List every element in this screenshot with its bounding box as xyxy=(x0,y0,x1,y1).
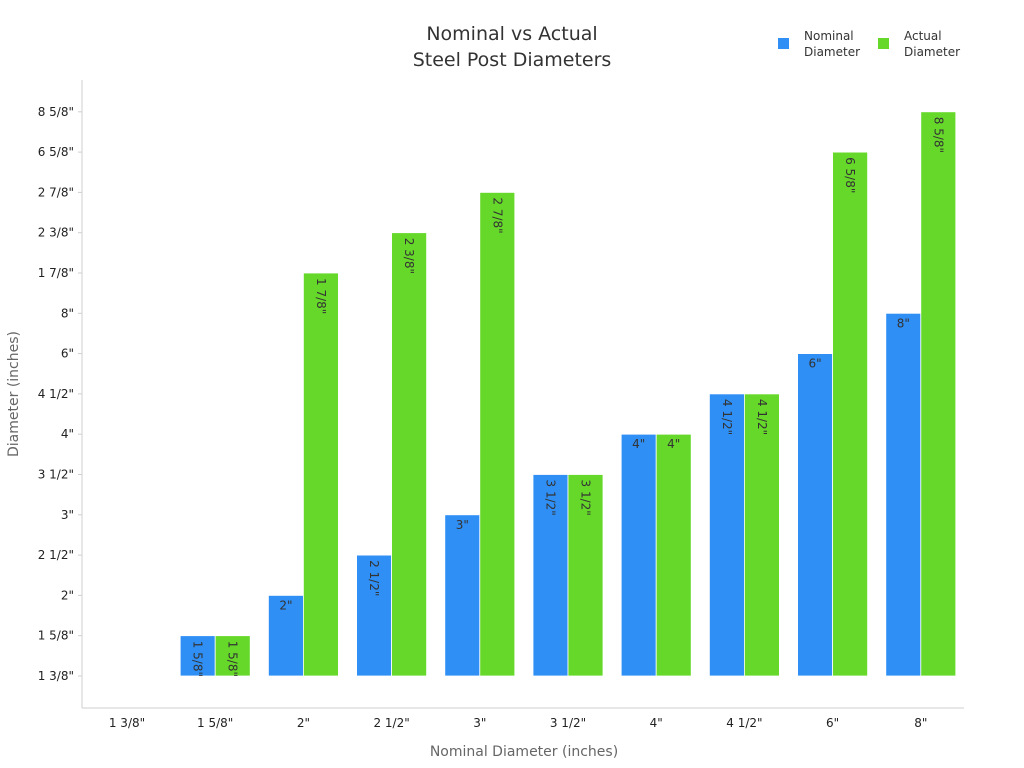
chart-title-line-1: Nominal vs Actual xyxy=(426,23,597,45)
bar-value-label: 2 3/8" xyxy=(402,238,416,274)
bar-value-label: 4" xyxy=(667,437,680,451)
bar-value-label: 1 5/8" xyxy=(191,641,205,677)
x-axis-ticks: 1 3/8" 1 5/8" 2" 2 1/2" 3" 3 1/2" 4" 4 1/2" 6" 8" xyxy=(109,716,928,730)
y-tick-label: 2 1/2" xyxy=(38,548,74,562)
bar-value-label: 3 1/2" xyxy=(579,480,593,516)
actual-bar xyxy=(391,232,428,677)
y-tick-label: 1 7/8" xyxy=(38,266,74,280)
y-tick-label: 2 7/8" xyxy=(38,185,74,199)
bar-value-label: 8 5/8" xyxy=(931,117,945,153)
y-tick-label: 8" xyxy=(61,306,74,320)
x-tick-label: 4 1/2" xyxy=(726,716,762,730)
actual-bar xyxy=(567,474,604,677)
x-tick-label: 1 3/8" xyxy=(109,716,145,730)
x-tick-label: 8" xyxy=(914,716,927,730)
bar-value-label: 6 5/8" xyxy=(843,157,857,193)
legend-swatch-nominal xyxy=(778,38,789,49)
bar-value-label: 4 1/2" xyxy=(720,399,734,435)
y-tick-label: 4" xyxy=(61,427,74,441)
nominal-bar xyxy=(709,393,745,677)
actual-bar xyxy=(655,433,692,677)
y-tick-label: 2" xyxy=(61,588,74,602)
x-tick-label: 2 1/2" xyxy=(373,716,409,730)
nominal-bar xyxy=(797,353,833,677)
bar-value-label: 6" xyxy=(809,357,822,371)
actual-bar xyxy=(832,151,868,677)
nominal-bar xyxy=(444,514,481,677)
bar-value-label: 2" xyxy=(279,598,292,612)
bar-value-label: 4 1/2" xyxy=(755,399,769,435)
y-axis-ticks: 1 3/8" 1 5/8" 2" 2 1/2" 3" 3 1/2" 4" 4 1/2" 6" 8"… xyxy=(38,105,82,683)
bar-value-label: 1 7/8" xyxy=(314,278,328,314)
chart-title-line-2: Steel Post Diameters xyxy=(413,49,612,71)
nominal-bar xyxy=(620,433,657,677)
x-tick-label: 2" xyxy=(297,716,310,730)
x-tick-label: 4" xyxy=(650,716,663,730)
actual-bar xyxy=(214,635,251,677)
y-tick-label: 1 5/8" xyxy=(38,629,74,643)
x-axis-title: Nominal Diameter (inches) xyxy=(430,744,618,760)
bar-value-label: 3" xyxy=(456,518,469,532)
y-tick-label: 3" xyxy=(61,508,74,522)
nominal-bar xyxy=(356,554,393,677)
x-tick-label: 1 5/8" xyxy=(197,716,233,730)
y-tick-label: 2 3/8" xyxy=(38,226,74,240)
nominal-bar xyxy=(267,595,304,677)
y-tick-label: 6 5/8" xyxy=(38,145,74,159)
bar-value-label: 2 7/8" xyxy=(490,197,504,233)
bar-value-label: 1 5/8" xyxy=(226,641,240,677)
x-tick-label: 3 1/2" xyxy=(550,716,586,730)
legend-swatch-actual xyxy=(878,38,889,49)
y-tick-label: 8 5/8" xyxy=(38,105,74,119)
y-tick-label: 6" xyxy=(61,347,74,361)
bar-value-label: 3 1/2" xyxy=(544,480,558,516)
bar-labels: 1 5/8" 2" 2 1/2" 3" 3 1/2" 4" 4 1/2" 6" 8" 1 5/8"… xyxy=(191,117,946,677)
nominal-bar xyxy=(885,312,922,677)
x-tick-label: 6" xyxy=(826,716,839,730)
y-axis-title: Diameter (inches) xyxy=(6,331,22,457)
actual-bar xyxy=(744,393,780,677)
x-tick-label: 3" xyxy=(473,716,486,730)
bars xyxy=(179,111,957,677)
actual-bar xyxy=(920,111,957,677)
bar-value-label: 2 1/2" xyxy=(367,560,381,596)
y-tick-label: 3 1/2" xyxy=(38,468,74,482)
bar-value-label: 4" xyxy=(632,437,645,451)
legend-label-nominal: Nominal Diameter xyxy=(804,29,860,59)
actual-bar xyxy=(479,191,516,677)
legend: Nominal Diameter Actual Diameter xyxy=(778,29,960,59)
actual-bar xyxy=(302,272,339,677)
y-tick-label: 1 3/8" xyxy=(38,669,74,683)
y-tick-label: 4 1/2" xyxy=(38,387,74,401)
nominal-bar xyxy=(179,635,216,677)
legend-label-actual: Actual Diameter xyxy=(904,29,960,59)
bar-value-label: 8" xyxy=(897,316,910,330)
